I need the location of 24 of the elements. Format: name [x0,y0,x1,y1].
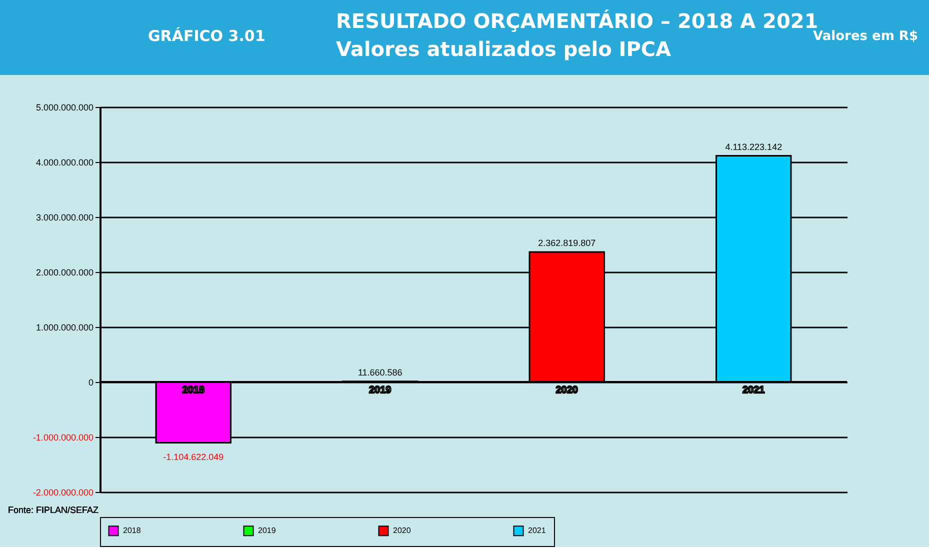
legend-label: 2020 [393,526,412,535]
text: Valores em R$ [813,29,918,44]
x-tick-label: 2021 [742,385,766,396]
y-tick-label: 3.000.000.000 [36,212,94,222]
text: GRÁFICO 3.01 [148,27,266,45]
data-label: 2.362.819.807 [538,238,596,248]
y-tick-label: 2.000.000.000 [36,268,94,278]
y-tick-label: 5.000.000.000 [36,102,94,112]
legend-label: 2019 [258,526,276,535]
y-tick-label: -2.000.000.000 [32,488,94,498]
legend-label: 2021 [528,526,546,535]
x-tick-label: 2020 [556,385,578,396]
data-label: 4.113.223.142 [725,142,782,152]
y-tick-label: -1.000.000.000 [32,432,94,442]
y-tick-label: 0 [88,378,94,388]
data-label: 11.660.586 [358,367,402,378]
source-note: Fonte: FIPLAN/SEFAZ [8,505,100,515]
chart-subtitle: Valores atualizados pelo IPCA [336,37,672,61]
y-tick-label: 4.000.000.000 [36,158,94,168]
x-tick-label: 2018 [182,385,205,396]
data-label: -1.104.622.049 [163,452,224,462]
legend-label: 2018 [123,526,142,535]
y-tick-label: 1.000.000.000 [36,322,94,332]
x-tick-label: 2019 [369,385,392,396]
